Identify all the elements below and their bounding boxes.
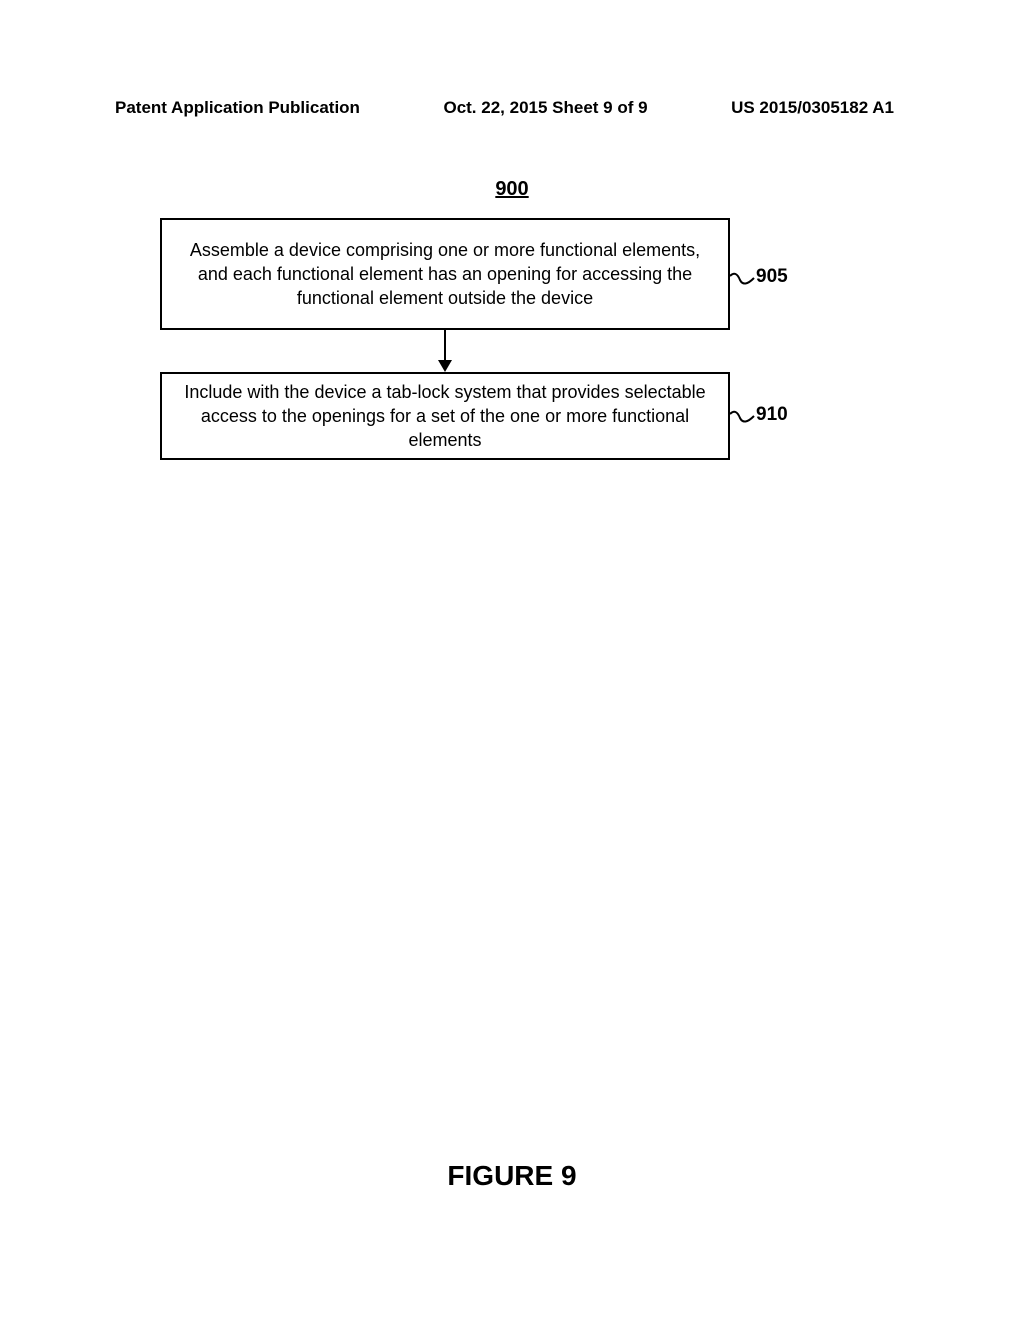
flowchart-node-905-text: Assemble a device comprising one or more…	[176, 238, 714, 311]
flowchart-node-910: Include with the device a tab-lock syste…	[160, 372, 730, 460]
curve-icon	[730, 406, 758, 428]
flowchart-node-910-text: Include with the device a tab-lock syste…	[176, 380, 714, 453]
reference-number-910: 910	[756, 404, 788, 426]
flowchart-diagram: Assemble a device comprising one or more…	[160, 218, 730, 460]
flowchart-arrow	[435, 330, 455, 372]
reference-leader-910	[730, 406, 758, 428]
figure-caption: FIGURE 9	[0, 1160, 1024, 1192]
flowchart-node-905: Assemble a device comprising one or more…	[160, 218, 730, 330]
reference-leader-905	[730, 268, 758, 290]
figure-reference-number: 900	[0, 178, 1024, 201]
header-publication-number: US 2015/0305182 A1	[731, 98, 894, 118]
arrow-down-icon	[435, 330, 455, 372]
header-publication-type: Patent Application Publication	[115, 98, 360, 118]
reference-number-905: 905	[756, 266, 788, 288]
curve-icon	[730, 268, 758, 290]
header-date-sheet: Oct. 22, 2015 Sheet 9 of 9	[443, 98, 647, 118]
page-header: Patent Application Publication Oct. 22, …	[0, 98, 1024, 118]
